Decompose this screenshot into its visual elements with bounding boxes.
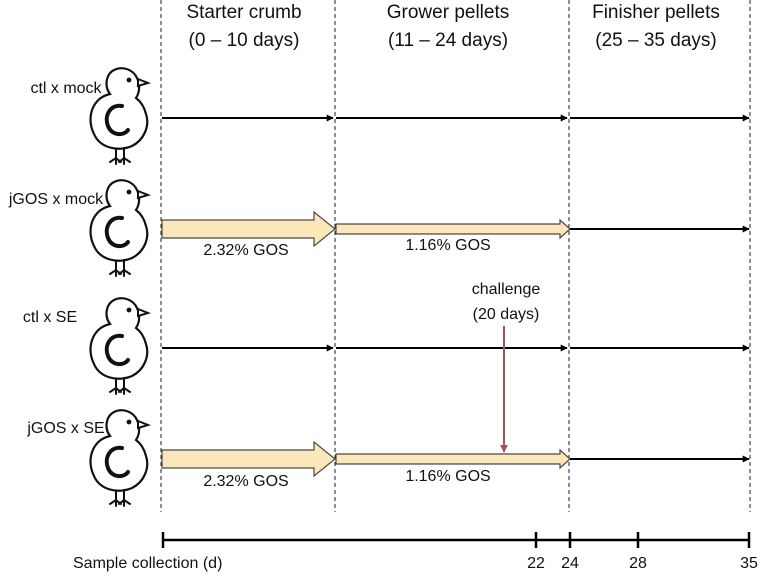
- phase-grower-title: Grower pellets: [387, 2, 510, 23]
- chick-icon: [88, 296, 150, 396]
- sampling-axis: Sample collection (d) 22 24 28 35: [73, 532, 758, 572]
- starter-dose-label: 2.32% GOS: [203, 473, 288, 490]
- group-label: jGOS x SE: [26, 420, 104, 437]
- sampling-tick-label: 28: [629, 555, 647, 572]
- challenge-annotation: challenge (20 days): [472, 281, 541, 453]
- phase-finisher-range: (25 – 35 days): [595, 30, 716, 51]
- group-ctl-se: ctl x SE: [23, 296, 750, 396]
- group-jgos-se: jGOS x SE 2.32% GOS 1.16% GOS: [26, 408, 750, 508]
- phase-headers: Starter crumb (0 – 10 days) Grower pelle…: [186, 2, 719, 51]
- challenge-label: challenge: [472, 281, 541, 298]
- phase-finisher-title: Finisher pellets: [592, 2, 720, 23]
- challenge-day-label: (20 days): [473, 306, 540, 323]
- grower-gos-arrow: [335, 448, 571, 470]
- sampling-tick-label: 22: [527, 555, 545, 572]
- grower-dose-label: 1.16% GOS: [405, 468, 490, 485]
- group-label: ctl x SE: [23, 309, 77, 326]
- grower-dose-label: 1.16% GOS: [405, 237, 490, 254]
- group-label: ctl x mock: [30, 80, 102, 97]
- phase-grower-range: (11 – 24 days): [388, 30, 508, 51]
- phase-starter-title: Starter crumb: [186, 2, 301, 23]
- starter-dose-label: 2.32% GOS: [203, 242, 288, 259]
- starter-gos-arrow: [161, 210, 336, 248]
- starter-gos-arrow: [161, 440, 336, 478]
- group-jgos-mock: jGOS x mock 2.32% GOS 1.16% GOS: [8, 178, 750, 278]
- group-ctl-mock: ctl x mock: [30, 66, 750, 166]
- sampling-tick-label: 24: [561, 555, 579, 572]
- phase-starter-range: (0 – 10 days): [189, 30, 300, 51]
- group-label: jGOS x mock: [8, 191, 104, 208]
- phase-separators: [160, 0, 751, 512]
- grower-gos-arrow: [335, 218, 571, 240]
- sampling-tick-label: 35: [740, 555, 758, 572]
- sampling-axis-title: Sample collection (d): [73, 555, 222, 572]
